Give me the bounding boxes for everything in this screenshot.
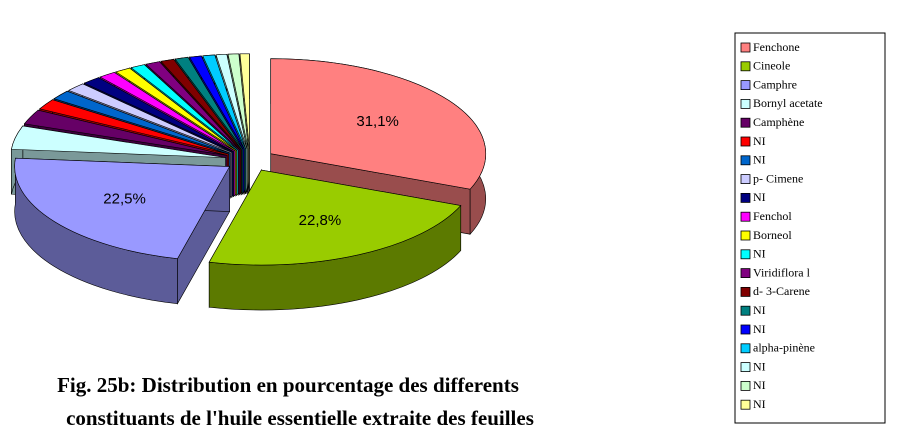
legend-swatch — [740, 99, 751, 109]
legend-label: NI — [753, 397, 766, 411]
legend-label: NI — [753, 378, 766, 392]
value-label: 31,1% — [356, 113, 399, 130]
legend-label: NI — [753, 247, 766, 261]
slice — [83, 77, 234, 152]
slice — [239, 53, 250, 149]
legend-swatch — [740, 192, 751, 203]
slice — [39, 99, 229, 155]
legend-label: d- 3-Carene — [753, 284, 810, 298]
slice — [145, 61, 241, 150]
legend-swatch — [740, 155, 751, 166]
legend-label: NI — [753, 190, 766, 204]
legend-swatch — [740, 117, 751, 128]
legend-swatch — [740, 343, 751, 354]
legend-swatch — [740, 399, 751, 410]
legend-label: Camphène — [753, 115, 804, 129]
legend-swatch — [740, 268, 751, 279]
legend-swatch — [740, 380, 751, 391]
legend-label: NI — [753, 303, 766, 317]
slice — [215, 53, 248, 149]
value-label: 22,5% — [103, 191, 146, 208]
legend: Fenchone Cineole Camphre Bornyl acetate Camp… — [740, 40, 823, 411]
legend-label: NI — [753, 359, 766, 373]
legend-swatch — [740, 211, 751, 222]
slice — [68, 83, 232, 153]
legend-label: NI — [753, 153, 766, 167]
slice — [202, 54, 246, 150]
slice — [130, 64, 239, 151]
slice — [23, 109, 228, 156]
caption: constituants de l'huile essentielle extr… — [66, 406, 534, 428]
legend-label: NI — [753, 322, 766, 336]
legend-swatch — [740, 136, 751, 147]
pie: 31,1% 22,8% 22,5% — [11, 53, 487, 311]
legend-label: NI — [753, 134, 766, 148]
legend-label: alpha-pinène — [753, 341, 815, 355]
legend-swatch — [740, 286, 751, 297]
legend-swatch — [740, 324, 751, 335]
slice — [189, 55, 245, 150]
legend-swatch — [740, 249, 751, 260]
legend-box — [734, 32, 886, 424]
legend-swatch — [740, 80, 751, 90]
slice — [270, 58, 487, 190]
legend-swatch — [740, 42, 751, 53]
slice — [208, 169, 462, 266]
legend-swatch — [740, 305, 751, 316]
slice — [115, 67, 237, 151]
legend-swatch — [740, 362, 751, 373]
legend-label: Camphre — [753, 77, 797, 91]
value-label: 22,8% — [299, 212, 342, 229]
slice — [53, 90, 231, 154]
legend-swatch — [740, 61, 751, 72]
slice — [14, 157, 231, 260]
legend-swatch — [740, 230, 751, 241]
slice — [160, 58, 242, 150]
legend-label: Cineole — [753, 59, 790, 73]
legend-label: Borneol — [753, 228, 792, 242]
legend-label: Bornyl acetate — [753, 96, 823, 110]
legend-swatch — [740, 174, 751, 185]
legend-label: Viridiflora l — [753, 265, 811, 279]
slice — [227, 53, 249, 149]
slice — [174, 57, 244, 150]
slice — [11, 125, 226, 158]
slice — [99, 72, 236, 152]
legend-label: p- Cimene — [753, 171, 803, 185]
legend-label: Fenchol — [753, 209, 792, 223]
caption: Fig. 25b: Distribution en pourcentage de… — [57, 373, 519, 397]
legend-label: Fenchone — [753, 40, 800, 54]
